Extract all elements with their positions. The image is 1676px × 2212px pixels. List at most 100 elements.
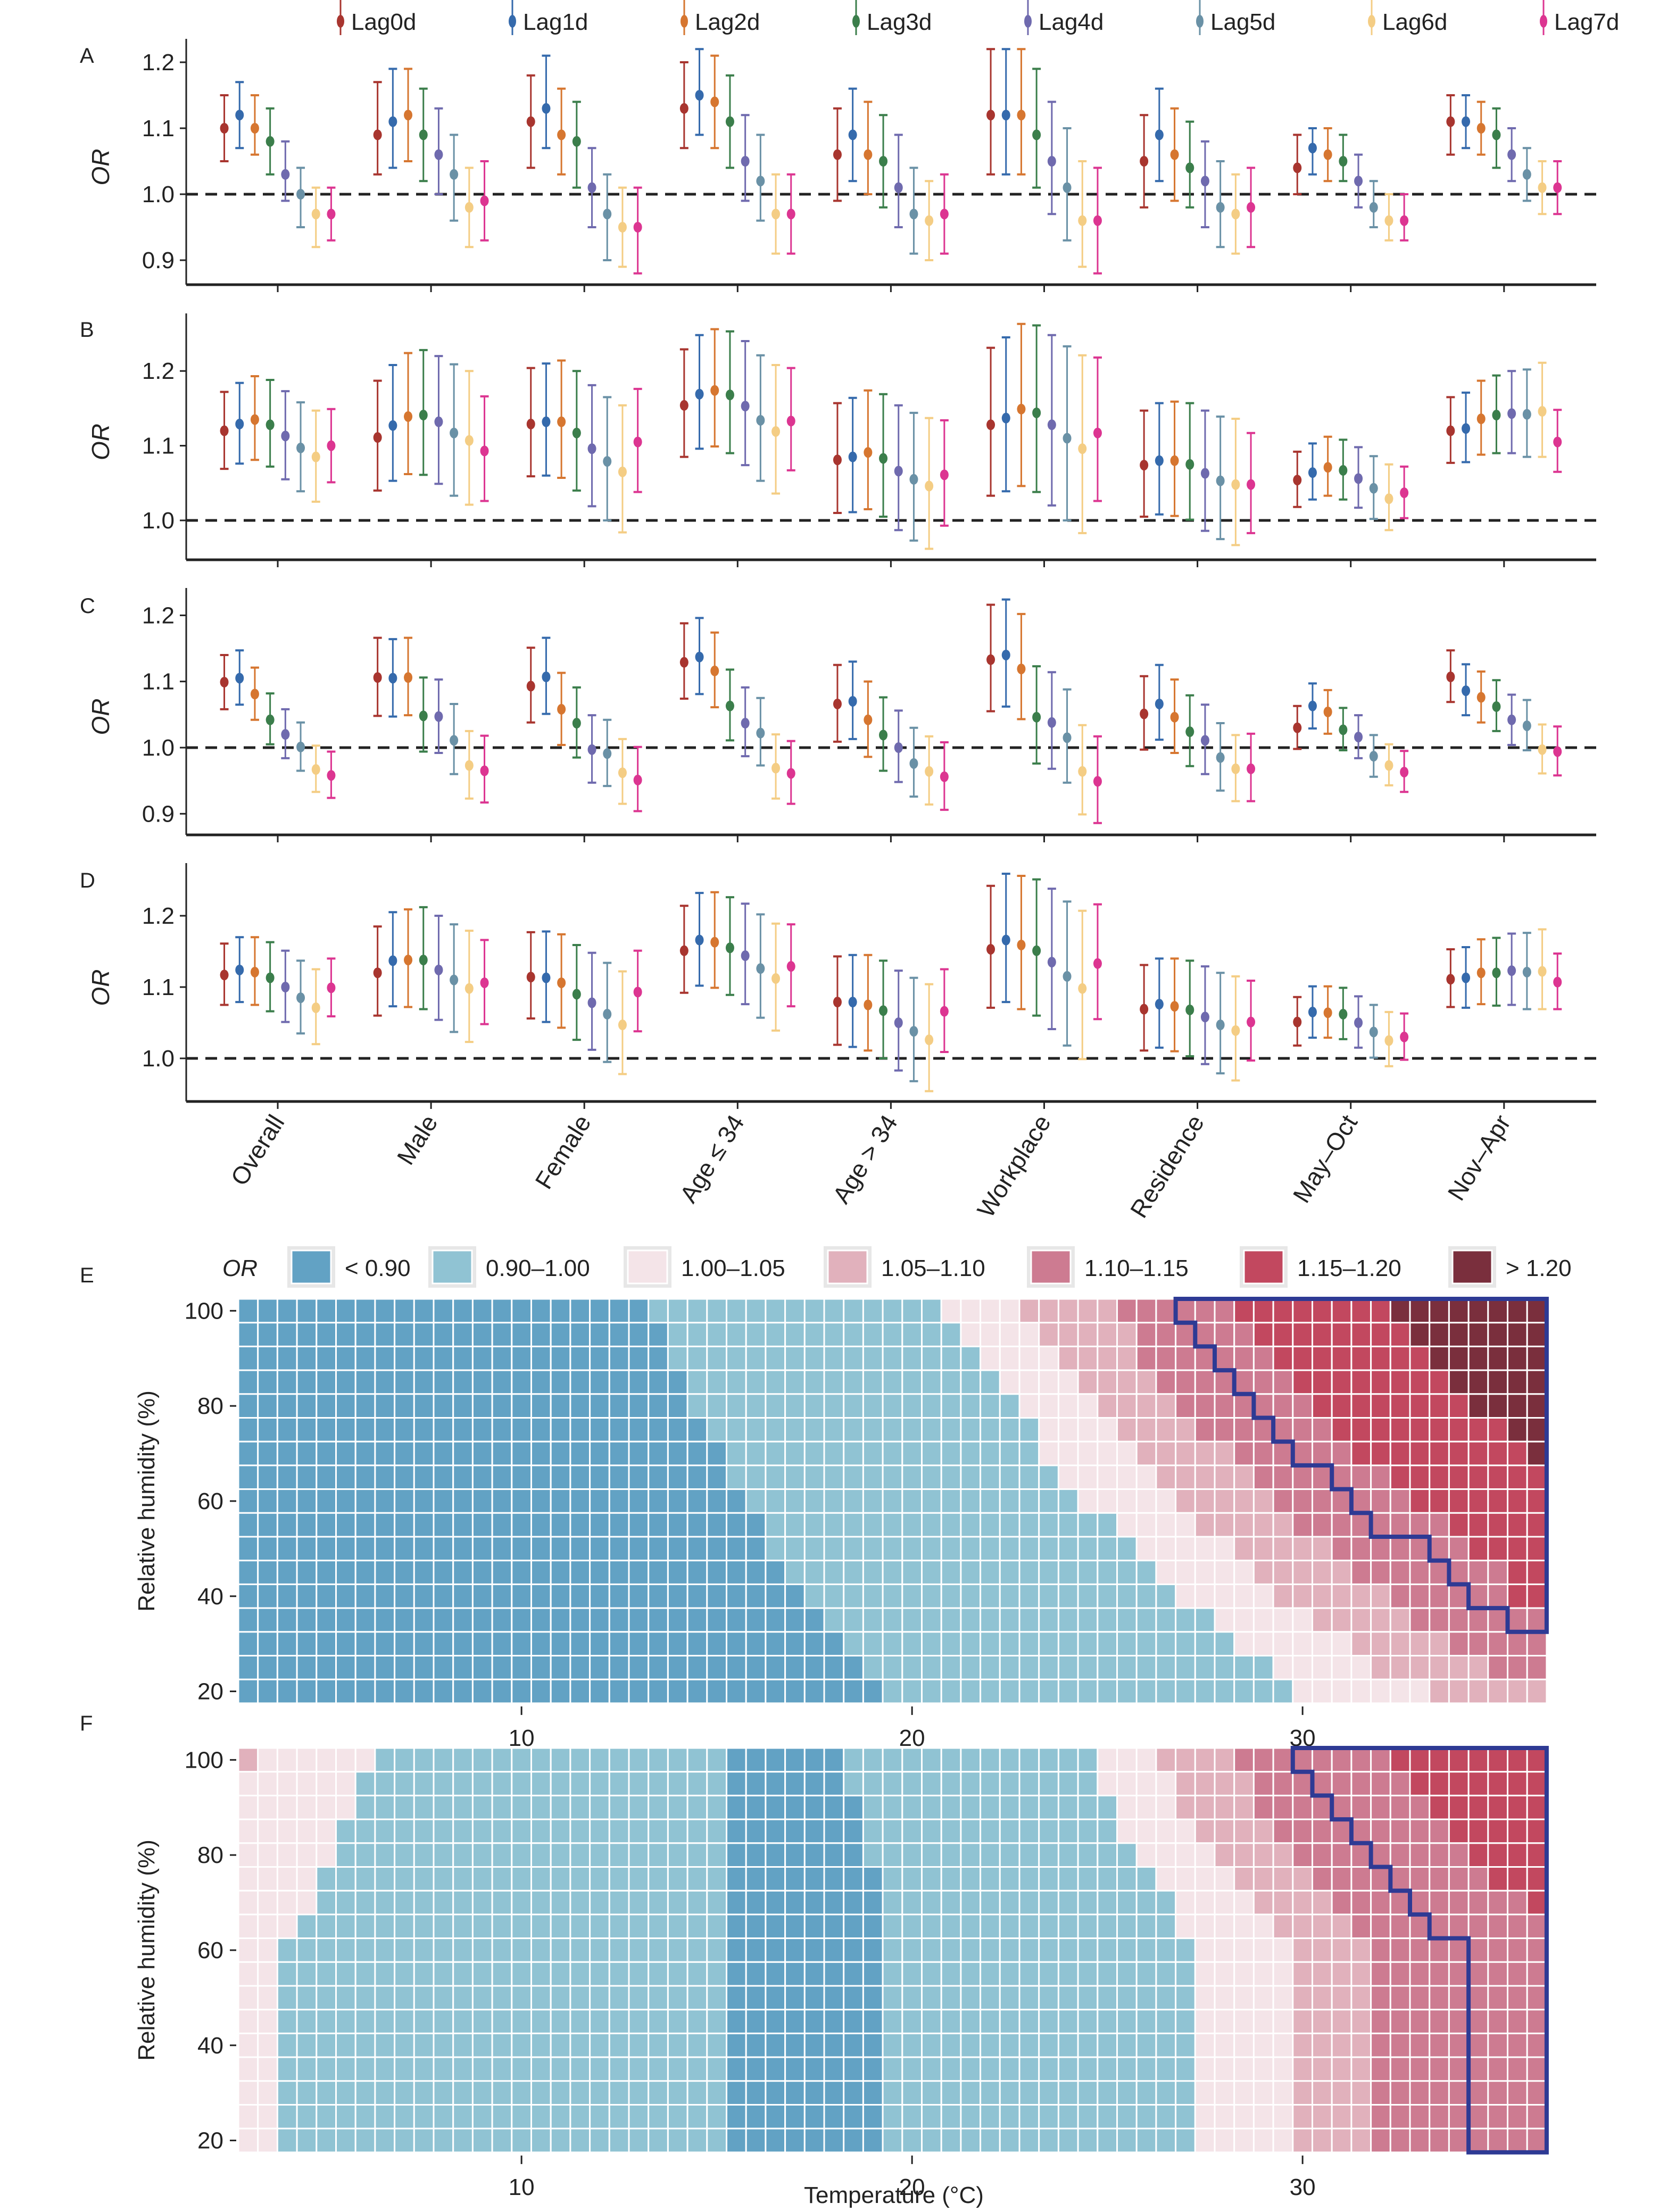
heatmap-cell (550, 1369, 571, 1395)
heatmap-cell (784, 1583, 806, 1609)
y-tick-label: 0.9 (142, 247, 175, 274)
heatmap-cell (1038, 1345, 1059, 1371)
heatmap-cell (1526, 1842, 1548, 1868)
heatmap-cell (1350, 2127, 1372, 2153)
heatmap-cell (1272, 1747, 1294, 1773)
heatmap-cell (901, 1583, 923, 1609)
heatmap-cell (296, 2056, 318, 2082)
errorbar-point (419, 906, 428, 1010)
heatmap-cell (628, 1937, 650, 1963)
heatmap-cell (433, 1322, 454, 1347)
heatmap-cell (589, 1655, 610, 1680)
heatmap-cell (354, 1747, 376, 1773)
heatmap-cell (1233, 2127, 1255, 2153)
or-point (1001, 110, 1010, 121)
heatmap-cell (1370, 1417, 1391, 1443)
heatmap-cell (1018, 1488, 1040, 1514)
heatmap-cell (1389, 1866, 1411, 1892)
heatmap-cell (413, 1961, 435, 1987)
legend-swatch (827, 1249, 868, 1285)
heatmap-cell (667, 1655, 688, 1680)
heatmap-cell (960, 2127, 982, 2153)
heatmap-cell (726, 1393, 747, 1419)
heatmap-cell (1252, 1583, 1274, 1609)
heatmap-cell (1409, 1794, 1431, 1820)
errorbar-point (909, 976, 918, 1082)
heatmap-cell (237, 1818, 259, 1844)
or-point (1369, 1026, 1378, 1038)
heatmap-cell (316, 2080, 337, 2106)
heatmap-cell (1409, 1678, 1431, 1704)
heatmap-cell (843, 1393, 864, 1419)
heatmap-cell (648, 1890, 669, 1916)
heatmap-cell (628, 2127, 650, 2153)
heatmap-cell (648, 1794, 669, 1820)
heatmap-cell (882, 1298, 903, 1324)
heatmap-cell (686, 1771, 708, 1796)
heatmap-cell (413, 2009, 435, 2034)
heatmap-cell (1331, 1298, 1353, 1324)
heatmap-cell (803, 1417, 825, 1443)
errorbar-point (1507, 693, 1516, 747)
heatmap-cell (1312, 1913, 1333, 1940)
heatmap-cell (1448, 1794, 1470, 1820)
heatmap-cell (276, 1607, 298, 1633)
heatmap-cell (882, 1985, 903, 2011)
heatmap-cell (1077, 1937, 1099, 1963)
y-tick-label: 80 (197, 1393, 223, 1419)
heatmap-cell (882, 1536, 903, 1562)
legend-swatch (432, 1249, 473, 1285)
heatmap-cell (862, 2080, 884, 2106)
heatmap-cell (648, 1818, 669, 1844)
heatmap-cell (1350, 2009, 1372, 2034)
series-lag1d (235, 48, 1471, 183)
or-point (1140, 708, 1149, 719)
heatmap-cell (706, 1961, 728, 1987)
or-point (526, 972, 535, 983)
heatmap-cell (862, 1866, 884, 1892)
heatmap-cell (394, 1322, 415, 1347)
heatmap-cell (1526, 2032, 1548, 2058)
heatmap-cell (1175, 1607, 1196, 1633)
heatmap-cell (1057, 1464, 1079, 1490)
legend-item-lag6d: Lag6d (1368, 0, 1447, 35)
heatmap-cell (940, 2104, 962, 2130)
heatmap-cell (433, 1583, 454, 1609)
errorbar-point (311, 186, 320, 248)
heatmap-cell (1370, 2127, 1391, 2153)
heatmap-cell (1409, 1607, 1431, 1633)
heatmap-cell (1155, 1464, 1177, 1490)
heatmap-cell (1135, 1655, 1157, 1680)
heatmap-cell (257, 1890, 278, 1916)
heatmap-cell (257, 1560, 278, 1585)
or-point (1339, 156, 1348, 167)
heatmap-cell (1097, 1771, 1118, 1796)
heatmap-cell (784, 2032, 806, 2058)
or-point (1446, 116, 1455, 127)
heatmap-cell (1194, 2080, 1216, 2106)
heatmap-cell (1057, 1678, 1079, 1704)
heatmap-cell (726, 2009, 747, 2034)
errorbar-point (1354, 995, 1363, 1049)
heatmap-cell (530, 2056, 552, 2082)
errorbar-point (1063, 688, 1072, 784)
heatmap-cell (1175, 1818, 1196, 1844)
heatmap-cell (1429, 2080, 1450, 2106)
heatmap-cell (354, 1913, 376, 1940)
heatmap-cell (1252, 2056, 1274, 2082)
heatmap-cell (550, 1345, 571, 1371)
heatmap-cell (452, 1536, 474, 1562)
heatmap-cell (980, 1842, 1001, 1868)
heatmap-cell (276, 1417, 298, 1443)
or-point (679, 400, 688, 411)
heatmap-cell (999, 1961, 1020, 1987)
heatmap-cell (862, 1440, 884, 1467)
heatmap-cell (1135, 1512, 1157, 1538)
heatmap-cell (1312, 1417, 1333, 1443)
heatmap-cell (1409, 1655, 1431, 1680)
or-point (1476, 967, 1486, 979)
errorbar-point (1017, 612, 1026, 720)
heatmap-cell (1233, 1512, 1255, 1538)
errorbar-point (1063, 127, 1072, 242)
